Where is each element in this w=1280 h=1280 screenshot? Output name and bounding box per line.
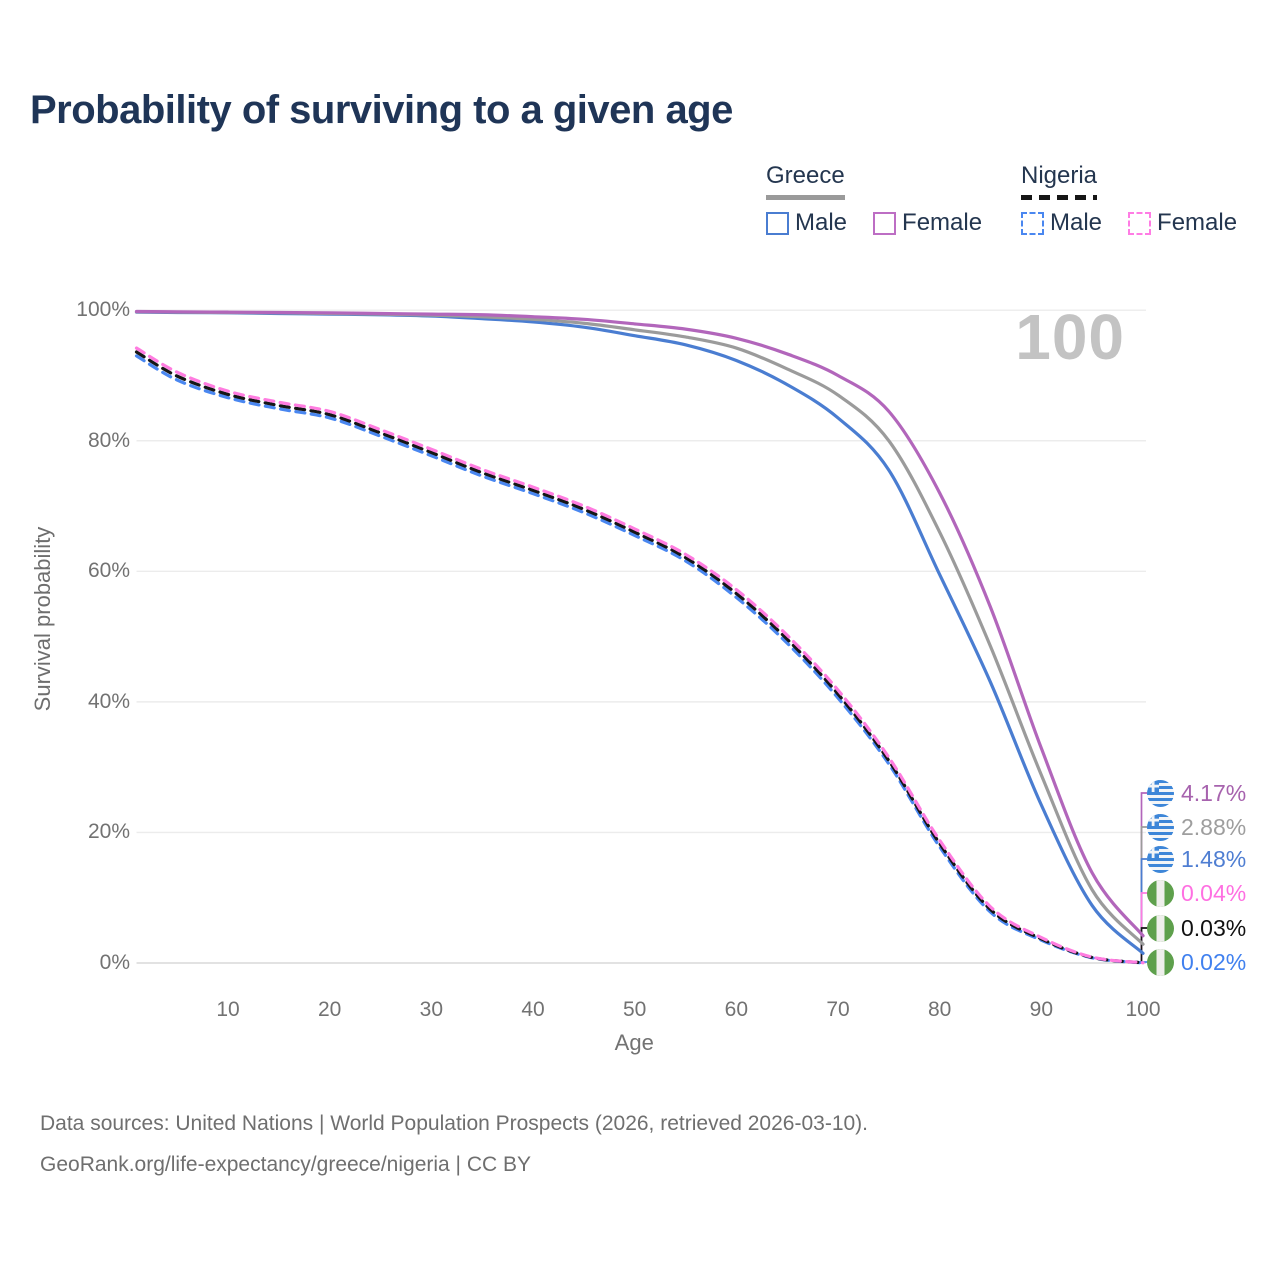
greece-female-swatch-icon (873, 211, 897, 235)
line-nigeria-both (134, 350, 1145, 965)
x-tick-90: 90 (1029, 998, 1053, 1021)
nigeria-male-swatch-icon (1021, 211, 1044, 235)
end-value-greece-both: 2.88% (1181, 813, 1247, 840)
legend-item-nigeria-female: Female (1128, 209, 1237, 237)
end-value-row-greece-female: 4.17% (1147, 779, 1246, 807)
y-tick-100%: 100% (76, 298, 130, 322)
y-tick-20%: 20% (87, 820, 130, 844)
line-nigeria-female (134, 346, 1145, 965)
end-value-nigeria-male: 0.02% (1181, 948, 1247, 975)
y-axis-title: Survival probability (30, 526, 55, 712)
line-greece-female (134, 309, 1145, 938)
x-tick-30: 30 (419, 998, 443, 1021)
legend-nigeria-dashed-rule (1021, 195, 1098, 200)
end-value-row-greece-male: 1.48% (1147, 845, 1246, 873)
greece-flag-icon (1147, 813, 1174, 841)
legend-group-greece: Greece Male Female (766, 162, 982, 237)
nigeria-flag-icon (1147, 914, 1174, 942)
x-tick-50: 50 (622, 998, 647, 1021)
y-tick-60%: 60% (87, 559, 130, 583)
nigeria-female-swatch-icon (1128, 211, 1152, 235)
footer-sources: Data sources: United Nations | World Pop… (40, 1112, 869, 1135)
x-tick-60: 60 (724, 998, 748, 1021)
end-value-nigeria-both: 0.03% (1181, 914, 1247, 941)
line-nigeria-male (134, 354, 1145, 965)
x-tick-40: 40 (521, 998, 545, 1021)
greece-flag-icon (1147, 845, 1174, 873)
footer: Data sources: United Nations | World Pop… (40, 1103, 868, 1185)
legend-group-nigeria: Nigeria Male Female (1021, 162, 1237, 237)
greece-male-swatch-icon (766, 211, 789, 235)
legend-greece-header: Greece (766, 162, 845, 200)
x-tick-80: 80 (927, 998, 952, 1021)
x-axis-title: Age (614, 1030, 654, 1055)
legend-item-nigeria-male: Male (1021, 209, 1102, 237)
end-value-greece-male: 1.48% (1181, 845, 1247, 872)
y-tick-80%: 80% (87, 428, 130, 452)
end-value-row-nigeria-female: 0.04% (1147, 879, 1246, 907)
end-value-row-nigeria-both: 0.03% (1147, 914, 1246, 942)
y-tick-0%: 0% (99, 951, 130, 974)
end-value-nigeria-female: 0.04% (1181, 879, 1247, 906)
page-title: Probability of surviving to a given age (30, 88, 733, 132)
y-tick-40%: 40% (87, 689, 130, 713)
legend-nigeria-header: Nigeria (1021, 162, 1098, 200)
nigeria-flag-icon (1147, 948, 1174, 976)
end-value-row-greece-both: 2.88% (1147, 813, 1246, 841)
nigeria-flag-icon (1147, 879, 1174, 907)
legend-item-greece-male: Male (766, 209, 847, 237)
end-value-greece-female: 4.17% (1181, 779, 1247, 806)
legend-item-greece-female: Female (873, 209, 982, 237)
age-watermark: 100 (1015, 301, 1125, 373)
legend-greece-solid-rule (766, 195, 845, 200)
x-tick-70: 70 (826, 998, 850, 1021)
footer-attribution: GeoRank.org/life-expectancy/greece/niger… (40, 1153, 532, 1176)
x-tick-100: 100 (1125, 998, 1161, 1021)
x-tick-10: 10 (216, 998, 240, 1021)
legend-greece-title: Greece (766, 162, 845, 189)
legend-nigeria-title: Nigeria (1021, 162, 1098, 189)
greece-flag-icon (1147, 779, 1174, 807)
end-value-row-nigeria-male: 0.02% (1147, 948, 1246, 976)
x-tick-20: 20 (317, 998, 342, 1021)
